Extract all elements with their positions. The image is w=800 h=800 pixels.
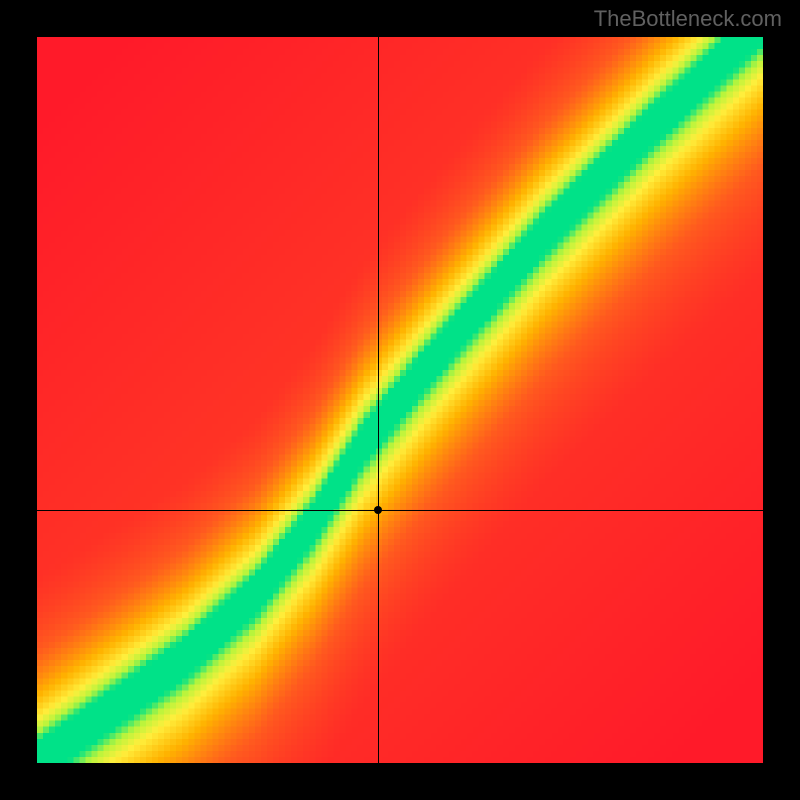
crosshair-vertical [378, 37, 379, 763]
watermark-text: TheBottleneck.com [594, 6, 782, 32]
crosshair-horizontal [37, 510, 763, 511]
heatmap-canvas [37, 37, 763, 763]
bottleneck-heatmap [37, 37, 763, 763]
crosshair-marker [374, 506, 382, 514]
